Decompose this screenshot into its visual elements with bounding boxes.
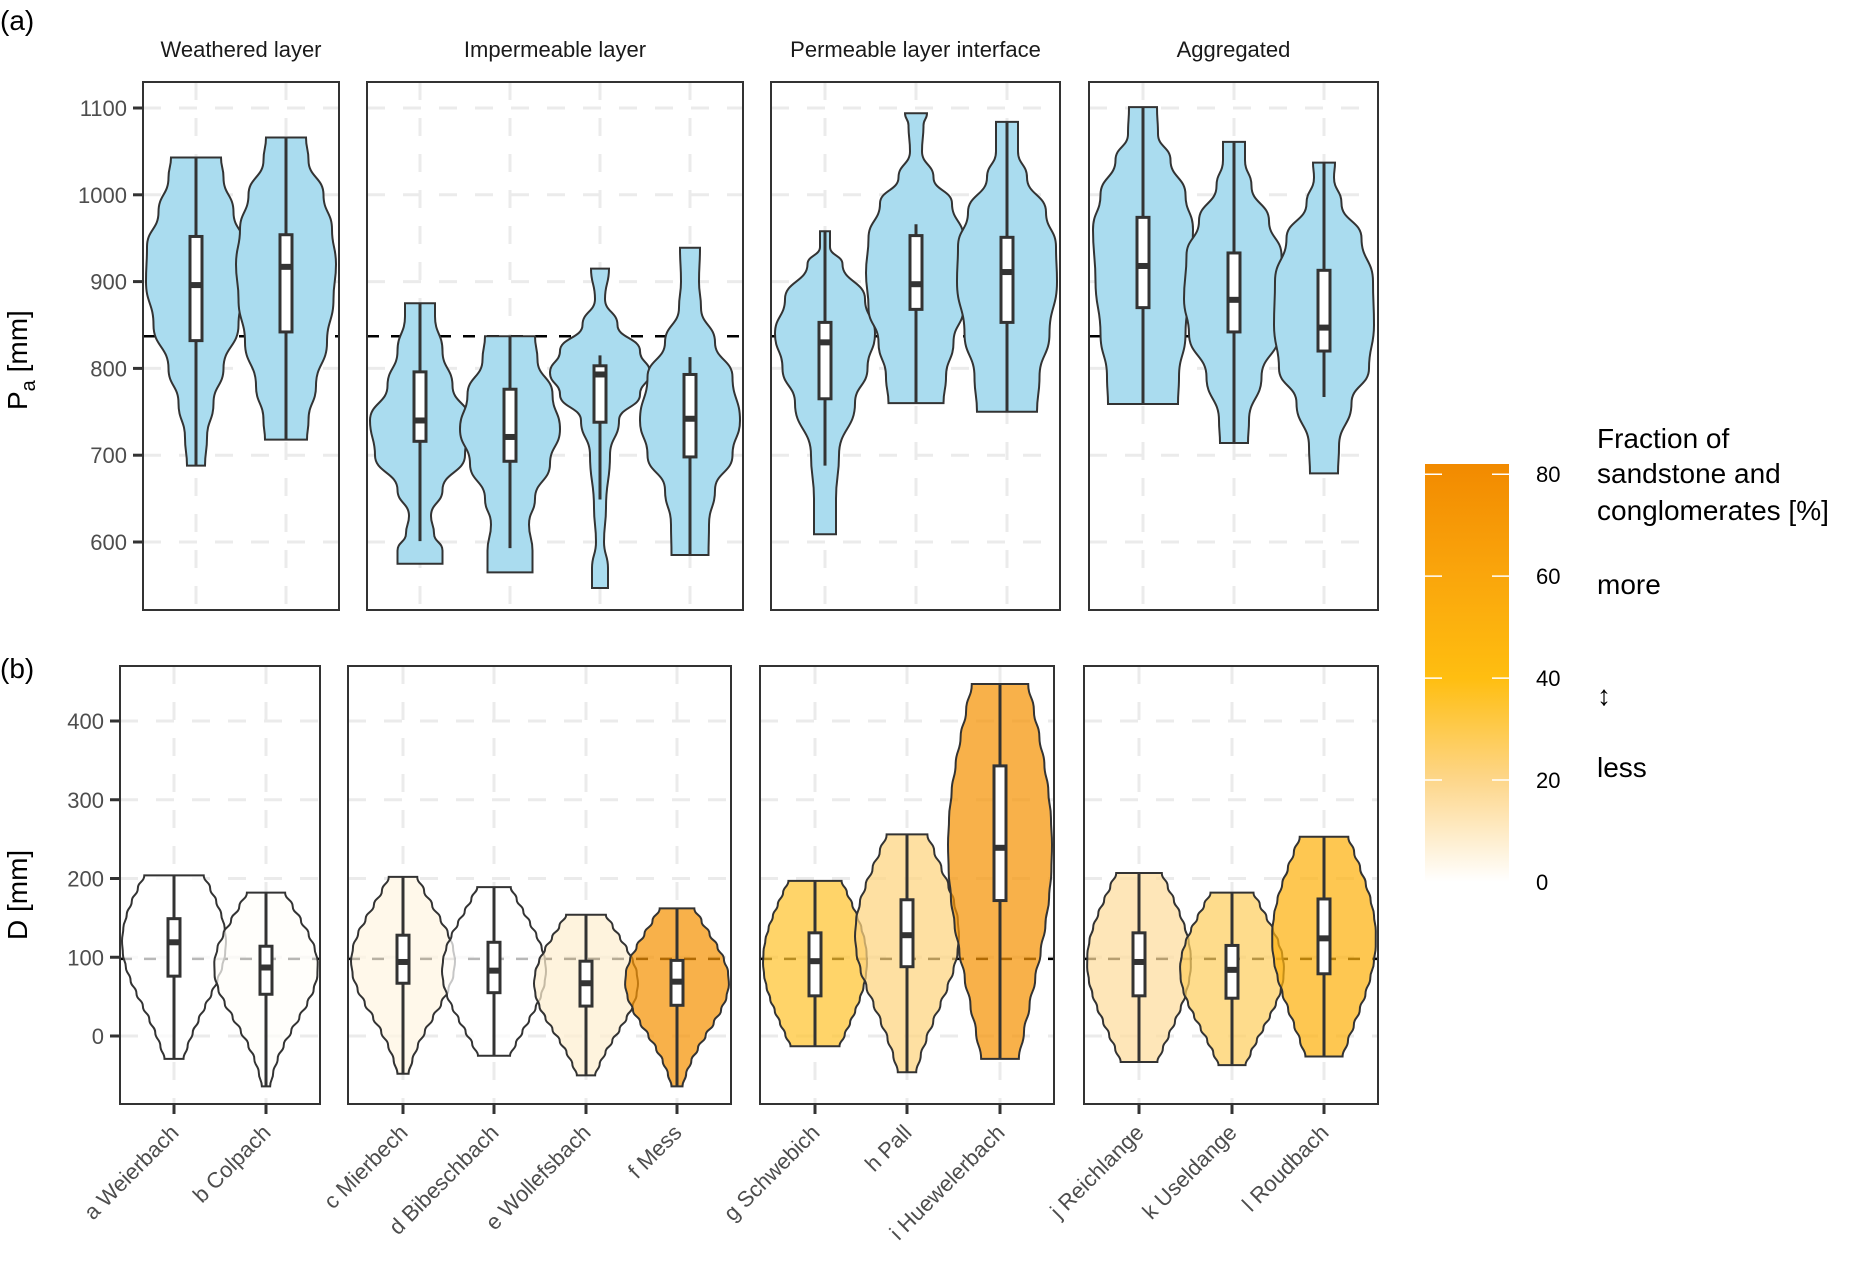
panel-tag-b: (b) bbox=[0, 653, 34, 684]
facet-strip-labels: Weathered layer Impermeable layer Permeabl… bbox=[160, 37, 1290, 62]
x-tick-label: j Reichlange bbox=[1045, 1120, 1149, 1224]
y-tick-label-b: 100 bbox=[67, 945, 104, 970]
y-tick-label-a: 800 bbox=[90, 356, 127, 381]
y-axis-title-a-unit: [mm] bbox=[2, 310, 33, 380]
facet-label-3: Permeable layer interface bbox=[790, 37, 1041, 62]
boxplot-box-a bbox=[682, 372, 698, 459]
facet-label-2: Impermeable layer bbox=[464, 37, 646, 62]
y-tick-label-a: 1000 bbox=[78, 183, 127, 208]
x-tick-label: a Weierbach bbox=[79, 1120, 184, 1225]
boxplot-box-b bbox=[166, 917, 182, 978]
boxplot-box-a bbox=[817, 320, 833, 401]
colorbar-tick-label: 20 bbox=[1536, 768, 1560, 793]
x-tick-label: l Roudbach bbox=[1237, 1120, 1333, 1216]
y-tick-label-a: 1100 bbox=[80, 96, 127, 121]
y-tick-label-b: 400 bbox=[67, 709, 104, 734]
colorbar-ticks: 0 20 40 60 80 bbox=[1425, 462, 1560, 895]
legend-title-line-3: conglomerates [%] bbox=[1597, 495, 1829, 526]
boxplot-box-a bbox=[502, 387, 518, 463]
colorbar-legend: 0 20 40 60 80 Fraction of sandstone and cong… bbox=[1425, 423, 1829, 895]
panel-frame-a-2 bbox=[366, 81, 744, 611]
x-tick-label: h Pall bbox=[860, 1120, 917, 1177]
boxplot-box-a bbox=[412, 370, 428, 443]
panel-frame-b-2 bbox=[347, 665, 732, 1105]
x-tick-label: g Schwebich bbox=[719, 1120, 825, 1226]
y-tick-label-a: 600 bbox=[90, 530, 127, 555]
x-tick-label: b Colpach bbox=[188, 1120, 276, 1208]
y-tick-label-b: 300 bbox=[67, 788, 104, 813]
legend-title-line-1: Fraction of bbox=[1597, 423, 1729, 454]
boxplot-box-a bbox=[908, 234, 924, 311]
y-tick-label-b: 200 bbox=[67, 867, 104, 892]
boxplot-box-a bbox=[999, 235, 1015, 324]
boxplot-box-a bbox=[278, 233, 294, 334]
y-axis-title-b: D [mm] bbox=[2, 850, 33, 940]
legend-label-less: less bbox=[1597, 752, 1647, 783]
boxplot-box-a bbox=[188, 234, 204, 343]
panel-frame-a-4 bbox=[1088, 81, 1379, 611]
y-tick-label-a: 700 bbox=[90, 443, 127, 468]
colorbar-tick-label: 60 bbox=[1536, 564, 1560, 589]
colorbar-tick-label: 0 bbox=[1536, 870, 1548, 895]
panel-frame-a-3 bbox=[770, 81, 1061, 611]
facet-label-1: Weathered layer bbox=[160, 37, 321, 62]
x-tick-label: f Mess bbox=[623, 1120, 686, 1183]
violins-layer bbox=[121, 106, 1377, 1088]
axes-layer: 600 700 800 900 1000 1100 0 100 200 300 400 bbox=[67, 96, 143, 1049]
panel-tag-a: (a) bbox=[0, 5, 34, 36]
legend-label-more: more bbox=[1597, 569, 1661, 600]
y-tick-label-a: 900 bbox=[90, 270, 127, 295]
facet-label-4: Aggregated bbox=[1177, 37, 1291, 62]
colorbar bbox=[1425, 464, 1509, 882]
boxplot-box-b bbox=[992, 764, 1008, 903]
legend-arrow-icon: ↕ bbox=[1597, 680, 1611, 711]
x-tick-label: c Mierbech bbox=[319, 1120, 413, 1214]
y-tick-label-b: 0 bbox=[92, 1024, 104, 1049]
legend-title-line-2: sandstone and bbox=[1597, 458, 1781, 489]
boxplot-box-b bbox=[807, 931, 823, 998]
x-tick-label: k Useldange bbox=[1137, 1120, 1241, 1224]
y-axis-title-a-main: P bbox=[2, 391, 33, 410]
boxplot-box-a bbox=[592, 364, 608, 424]
boxplot-box-a bbox=[1135, 215, 1151, 310]
colorbar-tick-label: 80 bbox=[1536, 462, 1560, 487]
boxplot-box-a bbox=[1226, 251, 1242, 334]
y-axis-title-a-subscript: a bbox=[18, 379, 40, 391]
panel-frame-a-1 bbox=[142, 81, 340, 611]
boxplot-box-b bbox=[486, 940, 502, 995]
boxplot-box-a bbox=[1316, 268, 1332, 353]
panel-frame-b-1 bbox=[119, 665, 321, 1105]
colorbar-tick-label: 40 bbox=[1536, 666, 1560, 691]
y-axis-title-a: Pa [mm] bbox=[2, 310, 40, 410]
